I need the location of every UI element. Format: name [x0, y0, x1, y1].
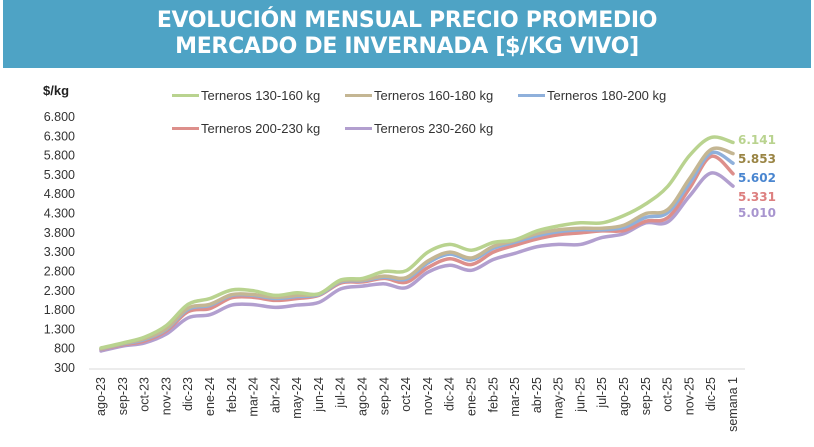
x-tick-label: feb-24	[225, 377, 239, 412]
legend-swatch	[172, 127, 199, 130]
y-tick-label: 1.800	[44, 303, 75, 317]
series-line-200-230	[99, 154, 735, 352]
legend-label: Terneros 230-260 kg	[374, 121, 494, 136]
legend-item-200-230: Terneros 200-230 kg	[172, 121, 320, 136]
x-tick-label: ago-25	[617, 377, 631, 416]
legend-item-230-260: Terneros 230-260 kg	[345, 121, 493, 136]
x-tick-label: ene-24	[203, 377, 217, 416]
x-tick-label: ago-23	[94, 377, 108, 416]
x-tick-label: dic-23	[181, 377, 195, 411]
x-tick-label: jul-25	[595, 377, 609, 409]
x-tick-label: feb-25	[486, 377, 500, 412]
x-tick-label: dic-24	[443, 377, 457, 411]
y-tick-label: 3.800	[44, 226, 75, 240]
y-tick-label: 2.800	[44, 264, 75, 278]
legend-item-180-200: Terneros 180-200 kg	[518, 88, 666, 103]
end-value-label: 5.853	[738, 152, 776, 166]
y-tick-label: 300	[54, 361, 75, 375]
x-tick-label: ene-25	[464, 377, 478, 416]
legend-label: Terneros 200-230 kg	[201, 121, 321, 136]
x-tick-label: nov-23	[159, 377, 173, 415]
chart-title-line-2: MERCADO DE INVERNADA [$/KG VIVO]	[175, 34, 639, 59]
y-tick-label: 6.300	[44, 129, 75, 143]
x-tick-label: dic-25	[704, 377, 718, 411]
x-tick-label: mar-25	[508, 377, 522, 417]
legend-swatch	[345, 127, 372, 130]
x-tick-label: abr-24	[268, 377, 282, 413]
x-tick-label: oct-25	[661, 377, 675, 412]
x-tick-label: sep-23	[116, 377, 130, 415]
y-tick-label: 4.300	[44, 207, 75, 221]
end-value-label: 5.331	[738, 190, 776, 204]
x-tick-label: may-25	[552, 377, 566, 419]
y-tick-label: 5.800	[44, 149, 75, 163]
x-tick-label: may-24	[290, 377, 304, 419]
legend-item-160-180: Terneros 160-180 kg	[345, 88, 493, 103]
legend-label: Terneros 130-160 kg	[201, 88, 321, 103]
x-tick-label: nov-25	[682, 377, 696, 415]
series-line-180-200	[99, 150, 735, 351]
x-tick-label: nov-24	[421, 377, 435, 415]
y-tick-label: 1.300	[44, 322, 75, 336]
end-value-label: 5.602	[738, 171, 776, 185]
x-tick-label: abr-25	[530, 377, 544, 413]
y-tick-label: 5.300	[44, 168, 75, 182]
x-tick-label: jul-24	[334, 377, 348, 409]
x-tick-label: sep-24	[377, 377, 391, 415]
x-tick-label: oct-23	[138, 377, 152, 412]
series-line-230-260	[99, 171, 735, 353]
legend-label: Terneros 180-200 kg	[547, 88, 667, 103]
x-tick-label: sep-25	[639, 377, 653, 415]
y-tick-label: 6.800	[44, 110, 75, 124]
y-tick-label: 2.300	[44, 284, 75, 298]
end-value-label: 6.141	[738, 133, 776, 147]
legend-label: Terneros 160-180 kg	[374, 88, 494, 103]
title-banner: EVOLUCIÓN MENSUAL PRECIO PROMEDIO MERCAD…	[3, 0, 811, 68]
chart-title-line-1: EVOLUCIÓN MENSUAL PRECIO PROMEDIO	[156, 8, 658, 33]
series-line-130-160	[99, 135, 735, 350]
y-axis-unit-label: $/kg	[43, 83, 70, 98]
x-tick-label: oct-24	[399, 377, 413, 412]
end-value-label: 5.010	[738, 206, 776, 220]
x-tick-label: mar-24	[247, 377, 261, 417]
x-tick-label: jun-25	[573, 377, 587, 413]
x-tick-label: jun-24	[312, 377, 326, 413]
legend-swatch	[518, 94, 545, 97]
series-line-160-180	[99, 146, 735, 351]
y-tick-label: 3.300	[44, 245, 75, 259]
y-tick-label: 800	[54, 342, 75, 356]
y-tick-label: 4.800	[44, 187, 75, 201]
legend-item-130-160: Terneros 130-160 kg	[172, 88, 320, 103]
legend-swatch	[172, 94, 199, 97]
x-tick-label: ago-24	[356, 377, 370, 416]
legend-swatch	[345, 94, 372, 97]
x-tick-label: semana 1	[726, 377, 740, 432]
